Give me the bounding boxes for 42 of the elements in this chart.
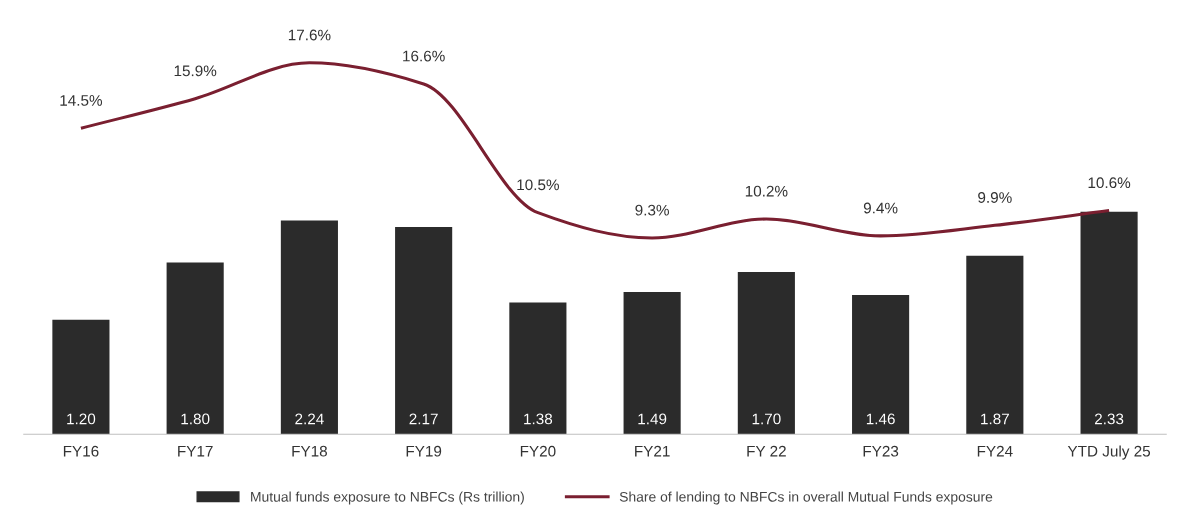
legend-label: Mutual funds exposure to NBFCs (Rs trillion) <box>251 491 524 505</box>
x-tick-label: FY19 <box>406 445 442 457</box>
bar <box>966 255 1024 435</box>
bar <box>395 227 453 435</box>
data-label: 15.9% <box>174 65 217 77</box>
data-label: 1.70 <box>752 413 781 425</box>
data-label: 9.4% <box>863 202 898 214</box>
bar <box>737 271 795 435</box>
legend-label: Share of lending to NBFCs in overall Mutual Funds exposure <box>619 491 993 505</box>
x-tick-label: FY23 <box>863 445 899 457</box>
data-label: 2.17 <box>409 413 438 425</box>
data-label: 14.5% <box>60 95 103 106</box>
x-tick-label: FY16 <box>63 445 99 457</box>
data-label: 16.6% <box>403 50 445 62</box>
data-label: 2.24 <box>295 413 324 425</box>
data-label: 1.38 <box>524 413 553 425</box>
data-label: 9.9% <box>978 192 1012 203</box>
data-label: 1.80 <box>181 413 210 425</box>
data-label: 1.20 <box>67 413 96 425</box>
data-label: 1.46 <box>866 413 895 425</box>
data-label: 10.2% <box>745 185 788 197</box>
x-tick-label: YTD July 25 <box>1067 445 1151 460</box>
bar <box>280 220 338 435</box>
bar <box>623 292 681 435</box>
data-label: 10.5% <box>517 179 559 191</box>
data-label: 10.6% <box>1088 177 1131 189</box>
x-tick-label: FY18 <box>292 445 327 457</box>
bar <box>509 302 567 435</box>
data-label: 2.33 <box>1094 413 1124 425</box>
x-tick-label: FY17 <box>178 445 213 457</box>
data-label: 9.3% <box>635 204 669 216</box>
x-tick-label: FY 22 <box>747 445 786 457</box>
bar <box>166 262 224 435</box>
bar <box>52 319 110 435</box>
x-tick-label: FY24 <box>977 445 1013 457</box>
data-label: 17.6% <box>288 29 331 41</box>
bar <box>852 294 910 435</box>
x-tick-label: FY20 <box>520 445 556 457</box>
x-tick-label: FY21 <box>635 445 670 457</box>
data-label: 1.87 <box>981 413 1009 425</box>
bar <box>1080 211 1138 435</box>
data-label: 1.49 <box>638 413 667 425</box>
